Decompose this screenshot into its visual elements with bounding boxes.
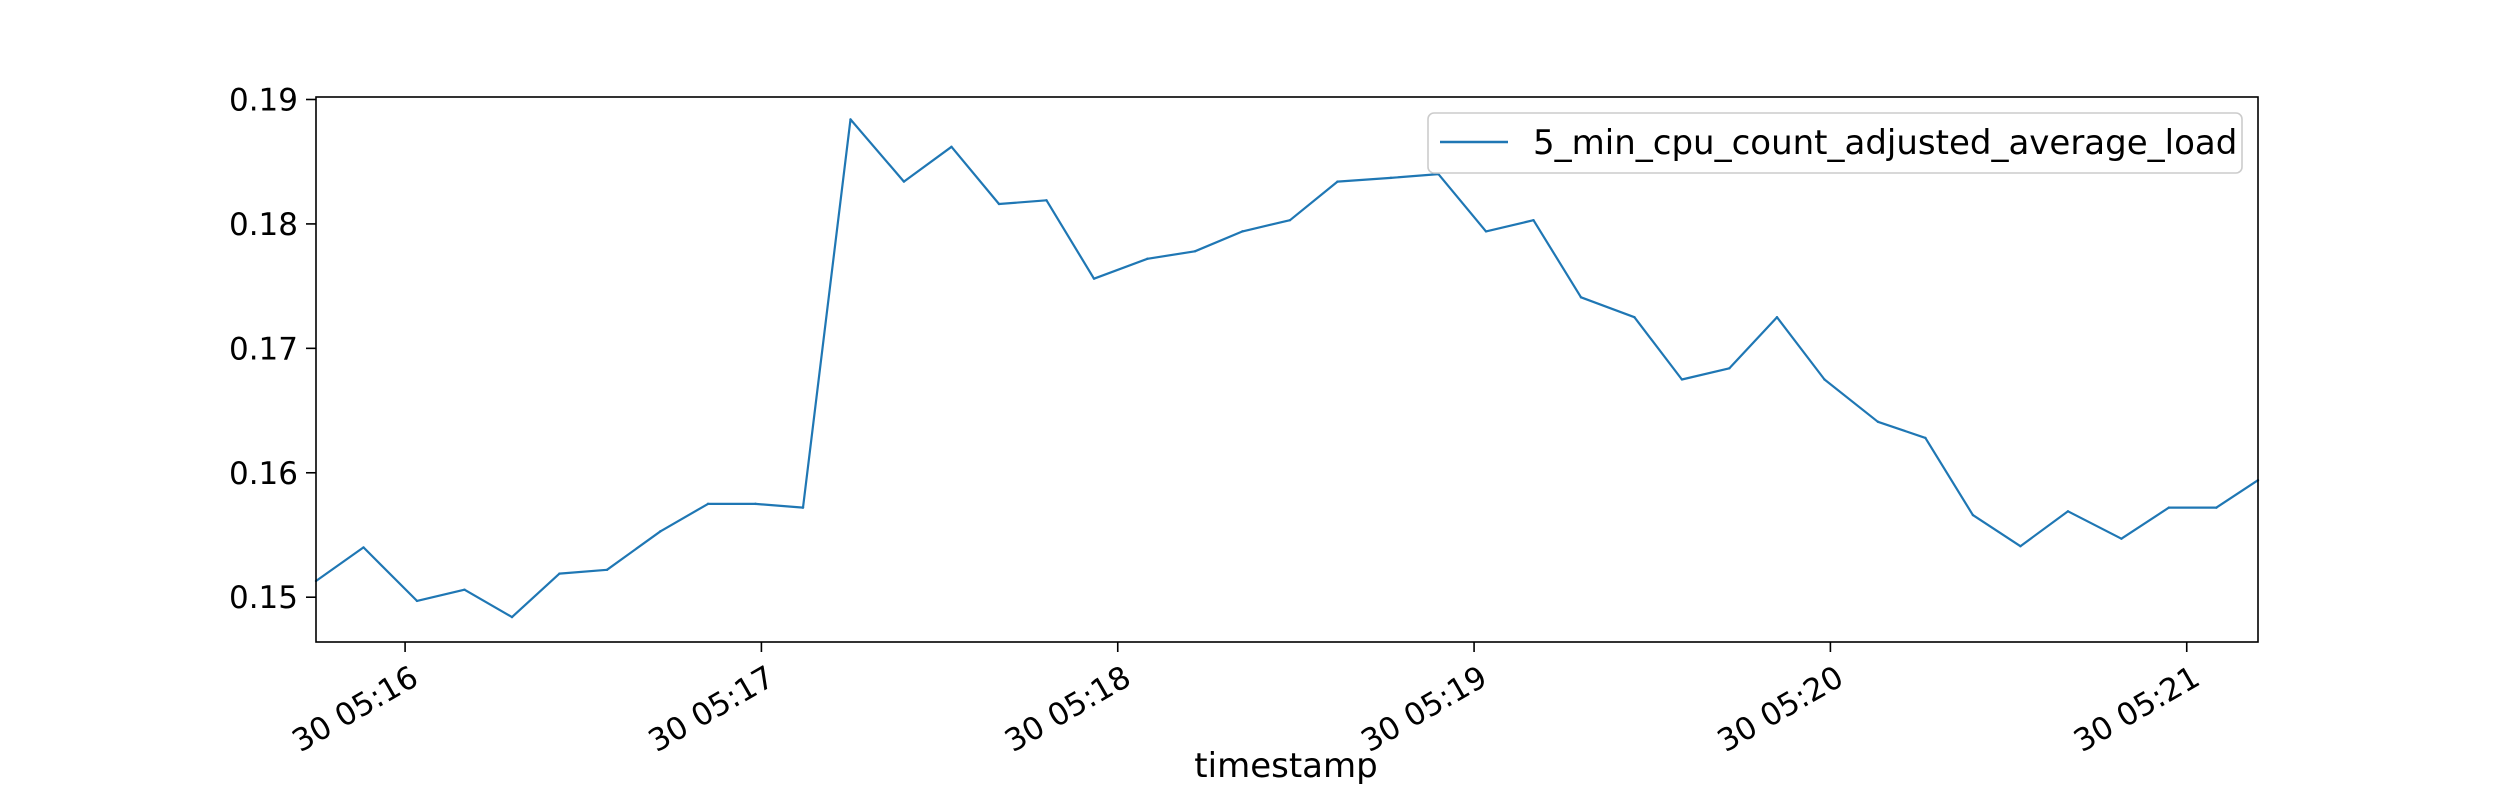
- data-point[interactable]: [1633, 316, 1636, 319]
- data-point[interactable]: [1680, 378, 1684, 381]
- data-point[interactable]: [1241, 230, 1244, 233]
- x-tick-label: 30 05:16: [286, 659, 424, 759]
- data-point[interactable]: [2167, 506, 2171, 509]
- x-tick-label: 30 05:20: [1712, 659, 1850, 759]
- data-point[interactable]: [1389, 176, 1393, 180]
- data-point[interactable]: [902, 180, 906, 183]
- y-tick-label: 0.16: [229, 456, 298, 492]
- data-point[interactable]: [1484, 230, 1488, 233]
- data-point[interactable]: [1146, 257, 1149, 260]
- data-point[interactable]: [1823, 378, 1826, 381]
- plot-frame: [315, 96, 2259, 643]
- data-point[interactable]: [1876, 420, 1880, 423]
- data-point[interactable]: [2019, 544, 2022, 548]
- data-point[interactable]: [510, 615, 514, 619]
- legend-box: [1427, 112, 2243, 174]
- data-point[interactable]: [754, 502, 757, 506]
- legend-label: 5_min_cpu_count_adjusted_average_load: [1533, 123, 2237, 163]
- data-point[interactable]: [463, 588, 466, 591]
- y-axis: 0.15 0.16 0.17 0.18 0.19: [229, 82, 316, 616]
- data-point[interactable]: [1579, 296, 1583, 299]
- legend[interactable]: 5_min_cpu_count_adjusted_average_load: [1427, 112, 2243, 174]
- data-point[interactable]: [1775, 316, 1779, 319]
- data-point[interactable]: [1971, 513, 1975, 517]
- data-point[interactable]: [1728, 367, 1731, 370]
- data-point[interactable]: [801, 506, 805, 509]
- data-point[interactable]: [659, 530, 662, 533]
- y-tick-label: 0.17: [229, 331, 298, 367]
- data-point[interactable]: [362, 546, 365, 549]
- data-point[interactable]: [415, 599, 419, 603]
- data-point[interactable]: [558, 572, 561, 575]
- x-tick-label: 30 05:18: [999, 659, 1137, 759]
- y-tick-label: 0.19: [229, 82, 298, 118]
- x-axis: 30 05:16 30 05:17 30 05:18 30 05:19 30 05:20…: [286, 642, 2206, 760]
- x-axis-title: timestamp: [1194, 746, 1377, 786]
- x-tick-label: 30 05:17: [643, 659, 781, 759]
- data-point[interactable]: [1193, 250, 1197, 253]
- x-tick-label: 30 05:21: [2068, 659, 2206, 759]
- data-point[interactable]: [1924, 436, 1927, 440]
- data-point[interactable]: [997, 202, 1001, 206]
- y-tick-label: 0.15: [229, 580, 298, 616]
- data-point[interactable]: [950, 145, 953, 148]
- data-point[interactable]: [706, 502, 710, 506]
- data-point[interactable]: [1532, 218, 1535, 222]
- data-point[interactable]: [605, 568, 609, 572]
- data-point[interactable]: [1288, 218, 1292, 222]
- data-point[interactable]: [2120, 537, 2123, 540]
- data-point[interactable]: [1092, 277, 1096, 280]
- data-point[interactable]: [2066, 510, 2070, 513]
- plot-area: [316, 97, 2258, 642]
- data-point[interactable]: [1336, 180, 1339, 183]
- x-tick-label: 30 05:19: [1355, 659, 1493, 759]
- data-point[interactable]: [2215, 506, 2218, 509]
- data-point[interactable]: [1045, 199, 1048, 202]
- data-point[interactable]: [849, 118, 852, 121]
- y-tick-label: 0.18: [229, 207, 298, 243]
